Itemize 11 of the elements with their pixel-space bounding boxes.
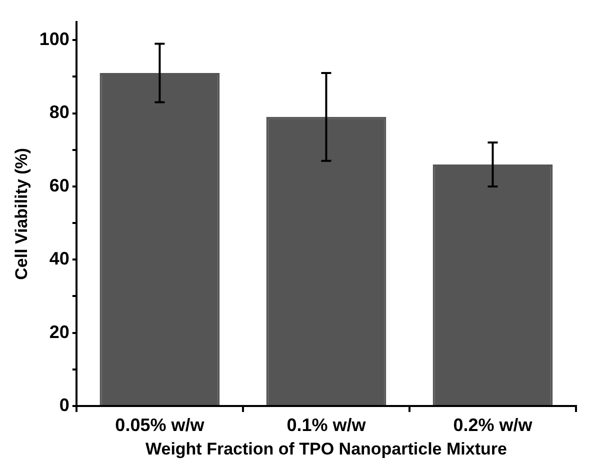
x-tick-label: 0.05% w/w <box>115 414 206 435</box>
x-tick-label: 0.1% w/w <box>286 414 367 435</box>
y-tick-label: 60 <box>49 175 70 196</box>
y-tick-label: 40 <box>49 248 70 269</box>
y-tick-label: 80 <box>49 102 70 122</box>
x-axis-title: Weight Fraction of TPO Nanoparticle Mixture <box>145 439 507 458</box>
y-tick-label: 20 <box>49 322 70 342</box>
x-tick-label: 0.2% w/w <box>453 414 534 435</box>
y-tick-label: 0 <box>59 394 70 415</box>
y-axis-title: Cell Viability (%) <box>12 148 31 280</box>
y-tick-label: 100 <box>39 29 70 50</box>
